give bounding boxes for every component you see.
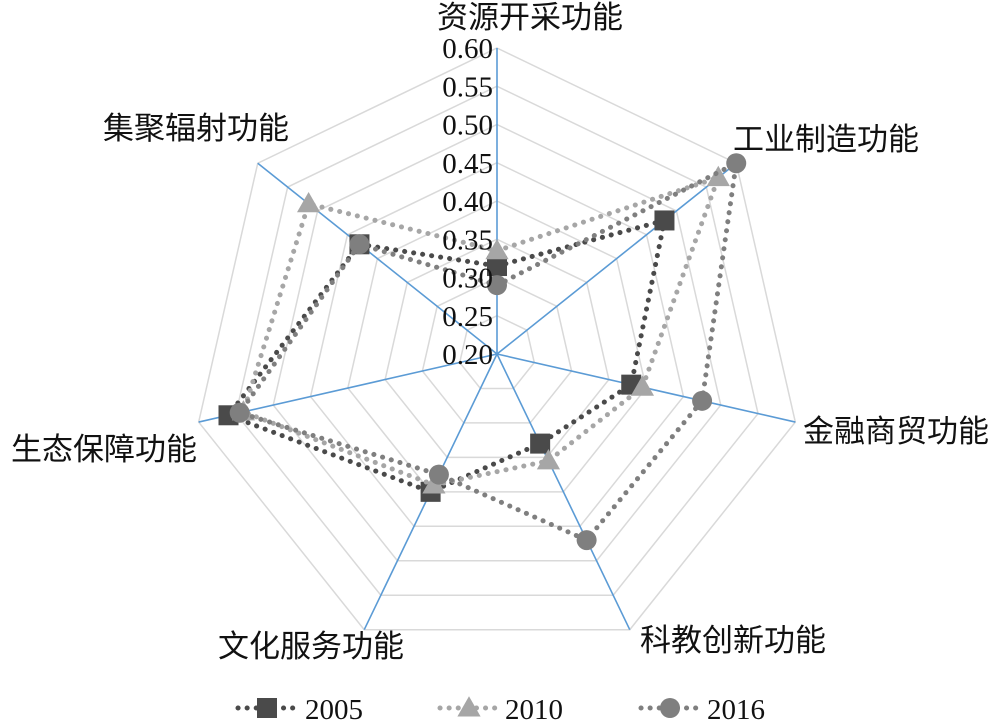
radar-grid bbox=[197, 47, 797, 631]
category-label: 资源开采功能 bbox=[437, 0, 623, 36]
data-point-2016 bbox=[229, 402, 250, 423]
category-label: 集聚辐射功能 bbox=[103, 111, 289, 147]
legend-marker-2005 bbox=[257, 698, 277, 718]
grid-ring bbox=[458, 314, 536, 390]
grid-ring bbox=[197, 47, 797, 631]
grid-ring bbox=[347, 200, 647, 493]
series-2016 bbox=[229, 153, 747, 551]
category-labels: 资源开采功能 工业制造功能 金融商贸功能 科教创新功能 文化服务功能 生态保障功… bbox=[11, 0, 989, 665]
grid-ring bbox=[421, 276, 573, 424]
series-line-2016 bbox=[235, 158, 740, 544]
legend-marker-2016 bbox=[660, 698, 680, 718]
grid-ring bbox=[384, 238, 610, 459]
data-point-2016 bbox=[487, 275, 507, 296]
legend-label-2005: 2005 bbox=[305, 694, 363, 723]
tick-label: 0.40 bbox=[442, 186, 493, 218]
data-point-2010 bbox=[706, 165, 730, 187]
data-point-2010 bbox=[296, 191, 321, 213]
tick-label: 0.25 bbox=[442, 301, 493, 333]
category-label: 科教创新功能 bbox=[640, 623, 826, 659]
data-point-2005 bbox=[530, 433, 551, 454]
tick-label: 0.35 bbox=[442, 224, 493, 256]
tick-label: 0.30 bbox=[442, 263, 493, 295]
grid-ring bbox=[235, 85, 759, 596]
data-point-2010 bbox=[536, 449, 561, 470]
category-label: 工业制造功能 bbox=[733, 122, 919, 158]
tick-label: 0.20 bbox=[442, 339, 493, 371]
axis-spoke bbox=[496, 353, 631, 631]
category-label: 文化服务功能 bbox=[218, 629, 404, 665]
data-point-2010 bbox=[485, 238, 509, 260]
tick-label: 0.50 bbox=[442, 110, 493, 142]
data-point-2016 bbox=[692, 390, 713, 411]
legend-marker-2010 bbox=[457, 696, 481, 717]
series-layer bbox=[218, 153, 747, 551]
grid-ring bbox=[309, 161, 685, 528]
data-point-2005 bbox=[654, 210, 675, 231]
axis-spoke bbox=[257, 162, 498, 355]
legend-label-2010: 2010 bbox=[505, 694, 563, 723]
radial-tick-labels: 0.20 0.25 0.30 0.35 0.40 0.45 0.50 0.55 0.60 bbox=[442, 33, 493, 371]
data-point-2016 bbox=[428, 464, 449, 485]
data-point-2010 bbox=[422, 473, 446, 494]
tick-label: 0.45 bbox=[442, 148, 493, 180]
category-label: 金融商贸功能 bbox=[803, 414, 989, 450]
data-point-2010 bbox=[630, 375, 655, 396]
legend-label-2016: 2016 bbox=[707, 694, 765, 723]
grid-ring bbox=[272, 123, 722, 562]
legend: 2005 2010 2016 bbox=[235, 694, 765, 723]
data-point-2005 bbox=[487, 256, 507, 277]
axis-spoke bbox=[496, 162, 737, 355]
data-point-2016 bbox=[576, 530, 597, 551]
data-point-2016 bbox=[726, 153, 747, 174]
category-label: 生态保障功能 bbox=[11, 432, 197, 468]
tick-label: 0.60 bbox=[442, 33, 493, 65]
tick-label: 0.55 bbox=[442, 71, 493, 103]
data-point-2016 bbox=[349, 234, 370, 255]
